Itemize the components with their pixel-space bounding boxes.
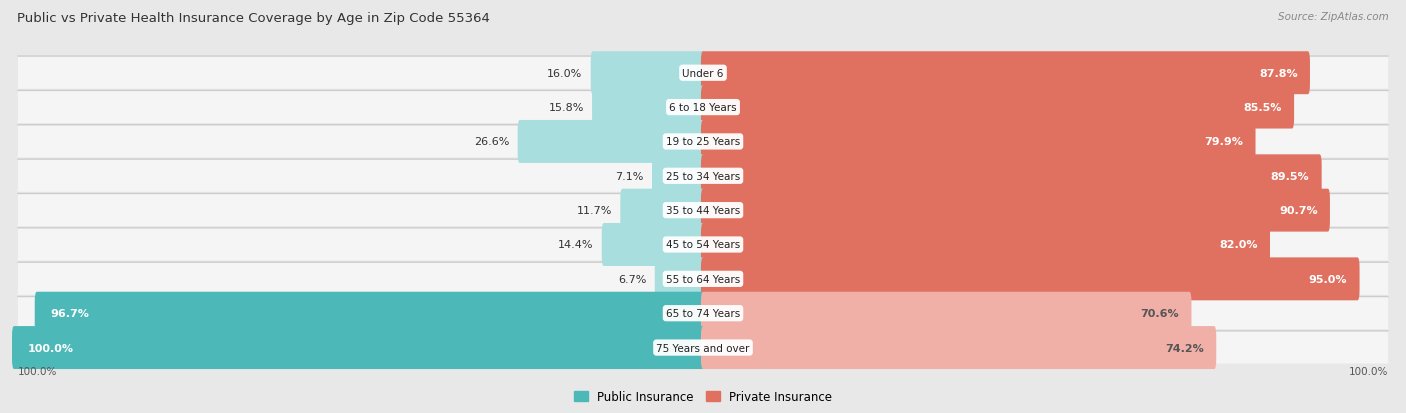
Text: 15.8%: 15.8% xyxy=(548,103,583,113)
FancyBboxPatch shape xyxy=(17,296,1389,328)
Text: 26.6%: 26.6% xyxy=(474,137,509,147)
FancyBboxPatch shape xyxy=(17,193,1389,225)
Text: 7.1%: 7.1% xyxy=(616,171,644,181)
FancyBboxPatch shape xyxy=(17,330,1389,362)
FancyBboxPatch shape xyxy=(17,228,1389,259)
FancyBboxPatch shape xyxy=(17,92,1389,124)
FancyBboxPatch shape xyxy=(620,189,704,232)
FancyBboxPatch shape xyxy=(17,160,1389,192)
FancyBboxPatch shape xyxy=(702,223,1270,266)
FancyBboxPatch shape xyxy=(702,258,1360,301)
FancyBboxPatch shape xyxy=(17,56,1389,88)
Text: 19 to 25 Years: 19 to 25 Years xyxy=(666,137,740,147)
Text: 25 to 34 Years: 25 to 34 Years xyxy=(666,171,740,181)
FancyBboxPatch shape xyxy=(702,189,1330,232)
Text: 96.7%: 96.7% xyxy=(51,309,90,318)
Text: 82.0%: 82.0% xyxy=(1219,240,1257,250)
Text: 100.0%: 100.0% xyxy=(28,343,75,353)
FancyBboxPatch shape xyxy=(13,326,704,369)
FancyBboxPatch shape xyxy=(602,223,704,266)
FancyBboxPatch shape xyxy=(702,52,1310,95)
Text: 16.0%: 16.0% xyxy=(547,69,582,78)
FancyBboxPatch shape xyxy=(702,121,1256,164)
Text: 87.8%: 87.8% xyxy=(1258,69,1298,78)
Text: 14.4%: 14.4% xyxy=(558,240,593,250)
Text: 65 to 74 Years: 65 to 74 Years xyxy=(666,309,740,318)
FancyBboxPatch shape xyxy=(17,262,1389,294)
FancyBboxPatch shape xyxy=(17,125,1389,157)
FancyBboxPatch shape xyxy=(17,229,1389,261)
FancyBboxPatch shape xyxy=(702,326,1216,369)
Text: 6 to 18 Years: 6 to 18 Years xyxy=(669,103,737,113)
Text: 70.6%: 70.6% xyxy=(1140,309,1180,318)
FancyBboxPatch shape xyxy=(17,90,1389,122)
FancyBboxPatch shape xyxy=(591,52,704,95)
Text: 85.5%: 85.5% xyxy=(1243,103,1282,113)
FancyBboxPatch shape xyxy=(17,263,1389,295)
FancyBboxPatch shape xyxy=(702,292,1191,335)
Text: 100.0%: 100.0% xyxy=(17,366,56,376)
FancyBboxPatch shape xyxy=(17,159,1389,191)
FancyBboxPatch shape xyxy=(17,126,1389,158)
FancyBboxPatch shape xyxy=(592,86,704,129)
Text: 55 to 64 Years: 55 to 64 Years xyxy=(666,274,740,284)
Text: 79.9%: 79.9% xyxy=(1205,137,1243,147)
Text: 11.7%: 11.7% xyxy=(576,206,612,216)
Text: 74.2%: 74.2% xyxy=(1166,343,1204,353)
FancyBboxPatch shape xyxy=(652,155,704,198)
Text: Public vs Private Health Insurance Coverage by Age in Zip Code 55364: Public vs Private Health Insurance Cover… xyxy=(17,12,489,25)
FancyBboxPatch shape xyxy=(17,332,1389,364)
FancyBboxPatch shape xyxy=(35,292,704,335)
FancyBboxPatch shape xyxy=(517,121,704,164)
Text: Source: ZipAtlas.com: Source: ZipAtlas.com xyxy=(1278,12,1389,22)
Text: 100.0%: 100.0% xyxy=(1350,366,1389,376)
Text: 45 to 54 Years: 45 to 54 Years xyxy=(666,240,740,250)
FancyBboxPatch shape xyxy=(702,86,1294,129)
Text: Under 6: Under 6 xyxy=(682,69,724,78)
FancyBboxPatch shape xyxy=(702,155,1322,198)
Text: 89.5%: 89.5% xyxy=(1271,171,1309,181)
Text: 75 Years and over: 75 Years and over xyxy=(657,343,749,353)
FancyBboxPatch shape xyxy=(17,297,1389,330)
FancyBboxPatch shape xyxy=(655,258,704,301)
Text: 6.7%: 6.7% xyxy=(619,274,647,284)
Legend: Public Insurance, Private Insurance: Public Insurance, Private Insurance xyxy=(569,385,837,408)
Text: 95.0%: 95.0% xyxy=(1309,274,1347,284)
Text: 35 to 44 Years: 35 to 44 Years xyxy=(666,206,740,216)
FancyBboxPatch shape xyxy=(17,195,1389,227)
FancyBboxPatch shape xyxy=(17,57,1389,90)
Text: 90.7%: 90.7% xyxy=(1279,206,1317,216)
